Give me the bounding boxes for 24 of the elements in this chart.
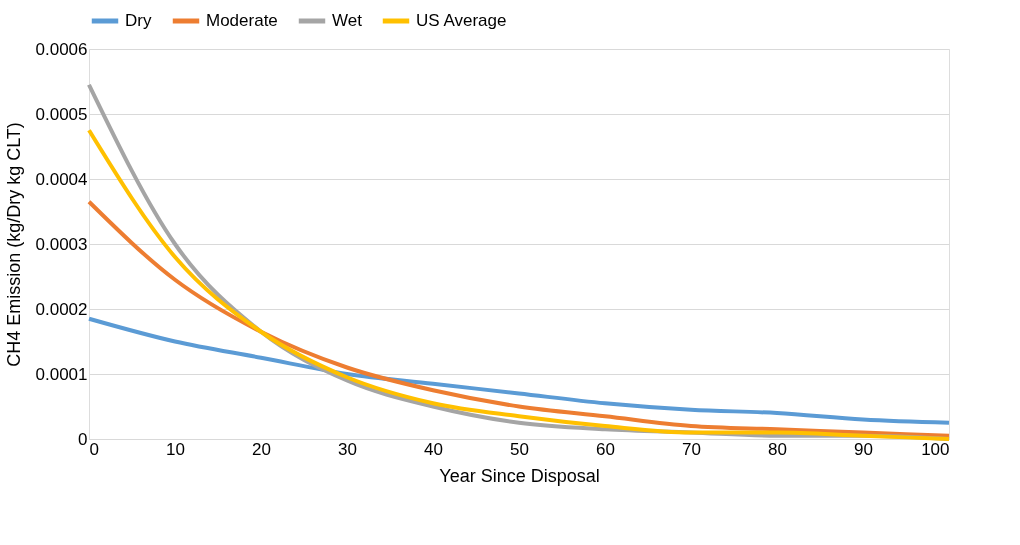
x-tick-label: 60	[596, 439, 615, 459]
y-tick-label: 0.0005	[35, 104, 88, 124]
legend-label: Moderate	[206, 11, 278, 30]
x-tick-label: 10	[166, 439, 185, 459]
x-tick-label: 90	[854, 439, 873, 459]
x-tick-label: 70	[682, 439, 701, 459]
y-axis-title: CH4 Emission (kg/Dry kg CLT)	[3, 122, 24, 367]
x-tick-label: 100	[921, 439, 950, 459]
line-series	[87, 199, 951, 438]
x-tick-label: 40	[424, 439, 443, 459]
y-tick-label: 0.0002	[35, 299, 88, 319]
y-tick-label: 0.0006	[35, 39, 88, 59]
x-tick-label: 30	[338, 439, 357, 459]
x-tick-label: 80	[768, 439, 787, 459]
line-series	[87, 316, 951, 425]
legend-label: US Average	[416, 11, 507, 30]
y-tick-label: 0.0003	[35, 234, 88, 254]
y-tick-label: 0.0001	[35, 364, 88, 384]
legend-label: Dry	[125, 11, 152, 30]
y-tick-label: 0.0004	[35, 169, 88, 189]
x-axis-title: Year Since Disposal	[439, 465, 600, 486]
x-tick-label: 50	[510, 439, 529, 459]
legend-label: Wet	[332, 11, 363, 30]
x-tick-label: 20	[252, 439, 271, 459]
